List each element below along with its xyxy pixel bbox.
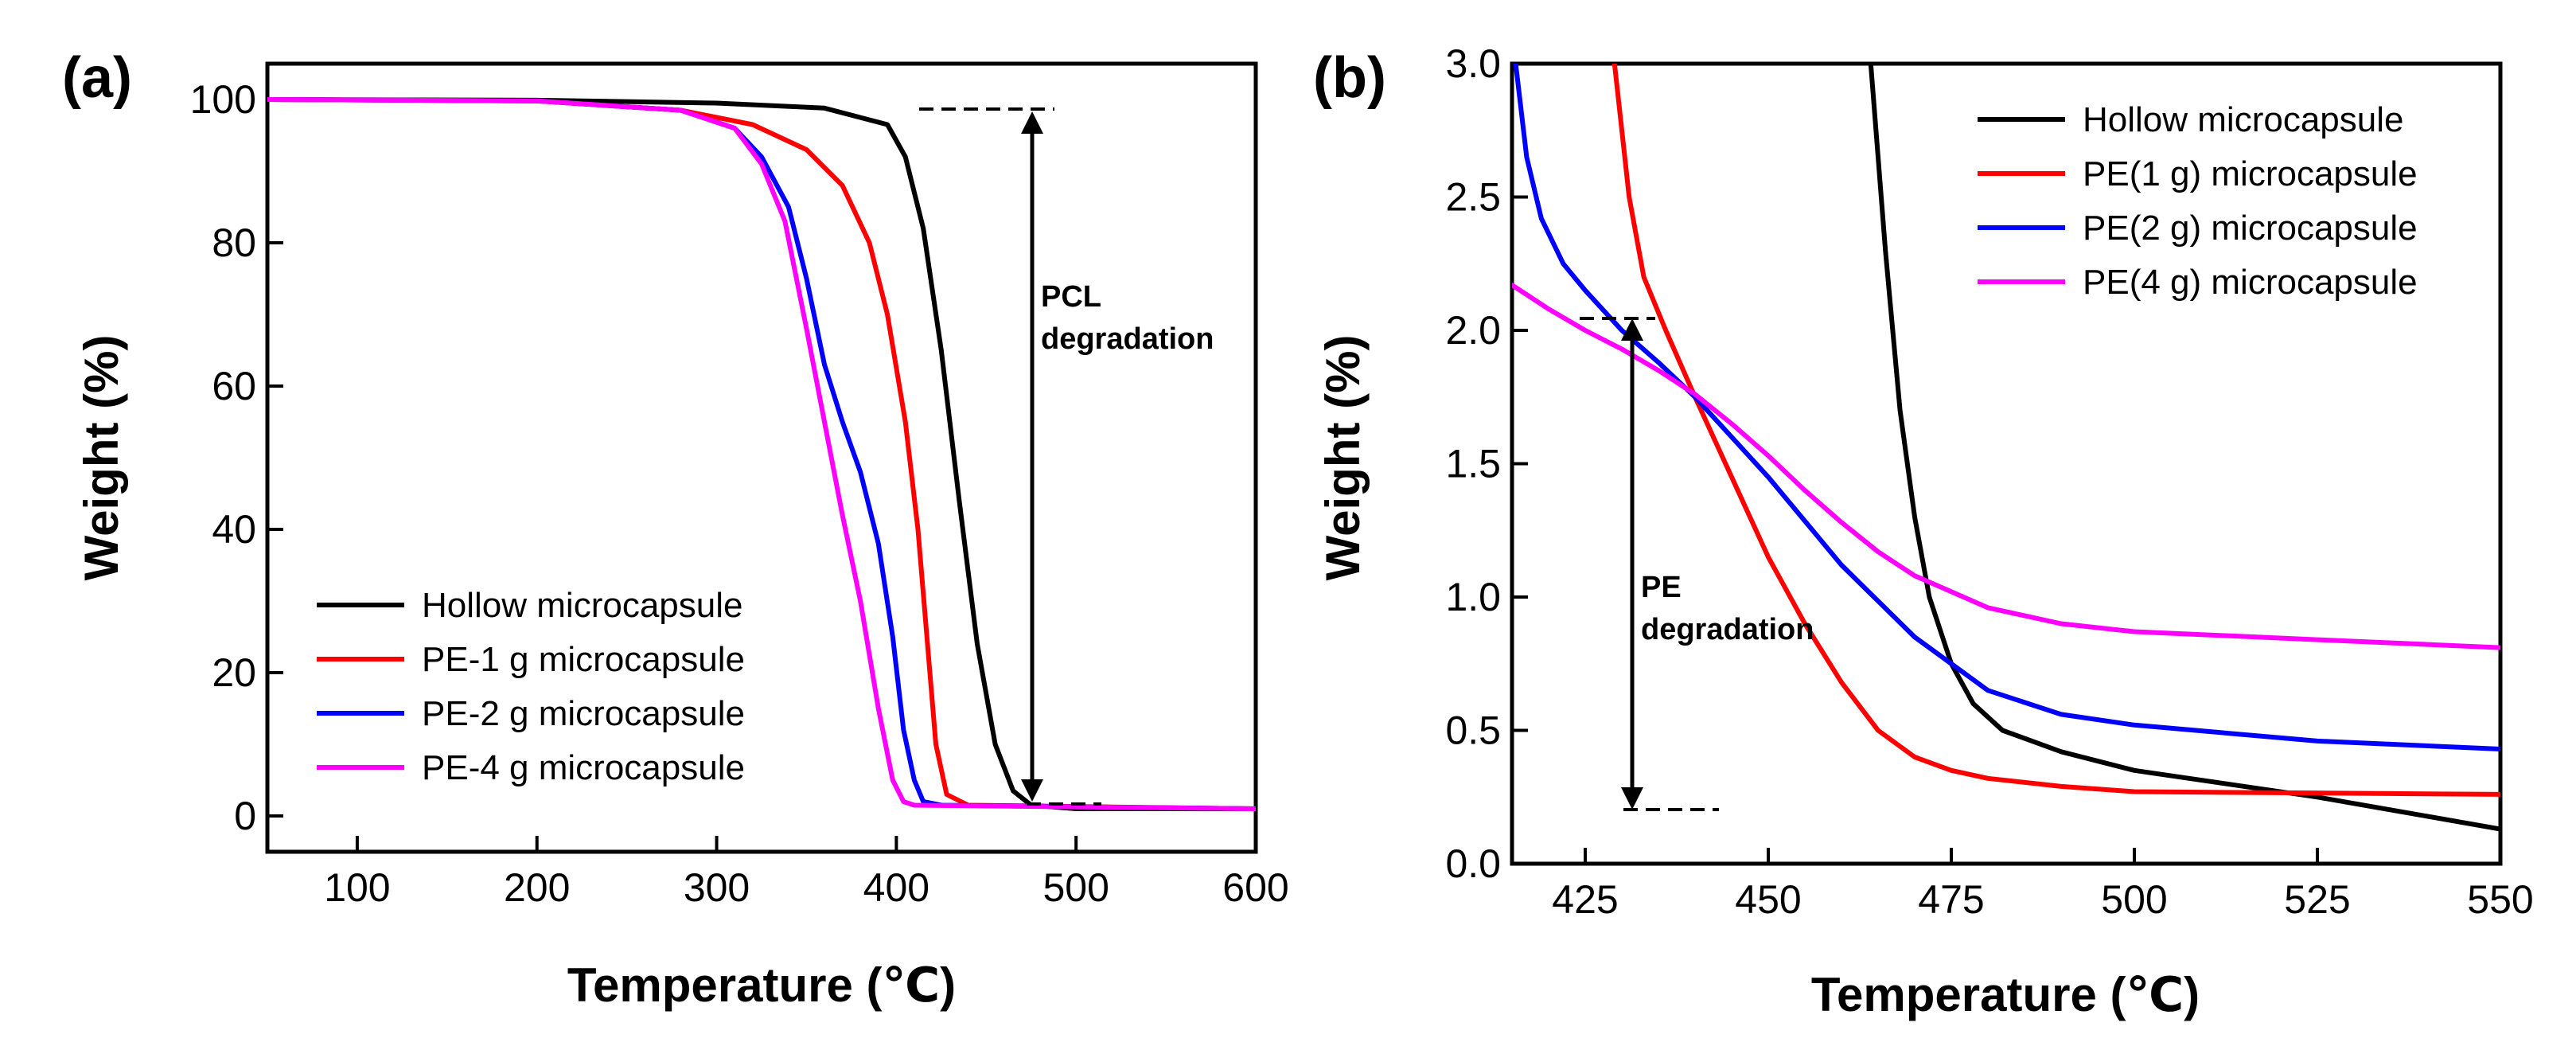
ytick-label: 0.0 [1445,841,1501,886]
ytick-label: 1.5 [1445,442,1501,486]
pcl-annotation-line1: PCL [1041,280,1101,314]
pcl-arrowhead-up [1021,111,1043,134]
panel-a-ylabel: Weight (%) [75,335,128,581]
panel-b-legend: Hollow microcapsule PE(1 g) microcapsule P… [1978,100,2418,302]
panel-b-ticks: 425 450 475 500 525 550 0.0 0.5 1.0 1.5 2.0 2.5 3.0 [1445,41,2533,922]
panel-a-frame [265,61,1258,854]
panel-b: (b) 425 450 475 500 525 550 0.0 0.5 1.0 1.5 2.0 2.5… [1313,41,2534,1021]
ytick-label: 40 [212,507,256,552]
series-line-3 [1513,64,2500,751]
ytick-label: 0.5 [1445,708,1501,753]
xtick-label: 300 [684,865,750,910]
panel-a-xlabel: Temperature (℃) [567,958,956,1012]
ytick-label: 60 [212,364,256,408]
xtick-label: 550 [2467,877,2533,922]
panel-b-ylabel: Weight (%) [1316,335,1370,581]
legend-label: Hollow microcapsule [2083,100,2403,139]
ytick-label: 0 [234,794,256,838]
pe-arrowhead-down [1621,787,1643,810]
ytick-label: 20 [212,650,256,695]
series-line-1 [267,97,1256,811]
panel-b-annotations: PE degradation [1580,317,1814,811]
series-line-1 [1868,64,2500,832]
xtick-label: 525 [2284,877,2350,922]
pe-annotation-line1: PE [1641,571,1682,604]
series-line-4 [267,97,1256,811]
legend-label: PE(1 g) microcapsule [2083,154,2418,193]
legend-label: PE(2 g) microcapsule [2083,209,2418,248]
legend-label: PE-1 g microcapsule [422,640,745,679]
pcl-arrowhead-down [1021,779,1043,802]
series-line-2 [1611,64,2500,797]
legend-label: PE-2 g microcapsule [422,694,745,733]
legend-label: PE(4 g) microcapsule [2083,263,2418,302]
panel-a-label: (a) [62,46,132,110]
ytick-label: 1.0 [1445,575,1501,619]
pcl-annotation-line2: degradation [1041,322,1214,356]
pe-annotation-line2: degradation [1641,613,1814,646]
panel-a-series [267,97,1256,811]
ytick-label: 3.0 [1445,41,1501,86]
xtick-label: 400 [863,865,929,910]
panel-a: (a) 100 200 300 400 500 600 0 20 40 60 80 100 PCL d… [62,46,1289,1012]
panel-b-series [1512,64,2500,832]
xtick-label: 200 [504,865,570,910]
pe-arrowhead-up [1621,318,1643,341]
ytick-label: 80 [212,221,256,265]
panel-a-legend: Hollow microcapsule PE-1 g microcapsule PE… [317,586,745,787]
xtick-label: 475 [1918,877,1984,922]
xtick-label: 500 [2101,877,2167,922]
ytick-label: 2.0 [1445,308,1501,353]
xtick-label: 425 [1552,877,1618,922]
series-line-4 [1512,283,2500,650]
legend-label: Hollow microcapsule [422,586,742,625]
ytick-label: 100 [190,77,256,122]
xtick-label: 600 [1222,865,1288,910]
xtick-label: 100 [324,865,390,910]
panel-b-label: (b) [1313,46,1386,110]
panel-a-annotations: PCL degradation [919,107,1214,806]
series-line-3 [267,97,1256,811]
legend-label: PE-4 g microcapsule [422,748,745,787]
xtick-label: 450 [1735,877,1801,922]
ytick-label: 2.5 [1445,175,1501,220]
panel-b-xlabel: Temperature (℃) [1811,968,2200,1021]
series-line-2 [267,97,1256,811]
xtick-label: 500 [1042,865,1109,910]
panel-a-ticks: 100 200 300 400 500 600 0 20 40 60 80 100 [190,77,1289,910]
